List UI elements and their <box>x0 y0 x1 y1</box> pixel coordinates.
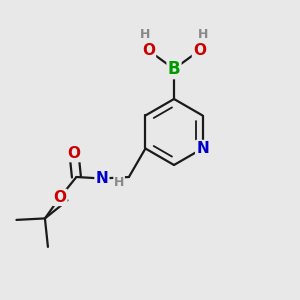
Text: H: H <box>140 28 150 41</box>
Text: O: O <box>193 43 206 58</box>
Text: H: H <box>114 176 124 189</box>
Text: H: H <box>198 28 208 41</box>
Text: N: N <box>196 141 209 156</box>
Text: O: O <box>68 146 80 161</box>
Text: N: N <box>95 171 108 186</box>
Text: B: B <box>168 60 180 78</box>
Text: O: O <box>142 43 155 58</box>
Text: O: O <box>53 190 66 205</box>
